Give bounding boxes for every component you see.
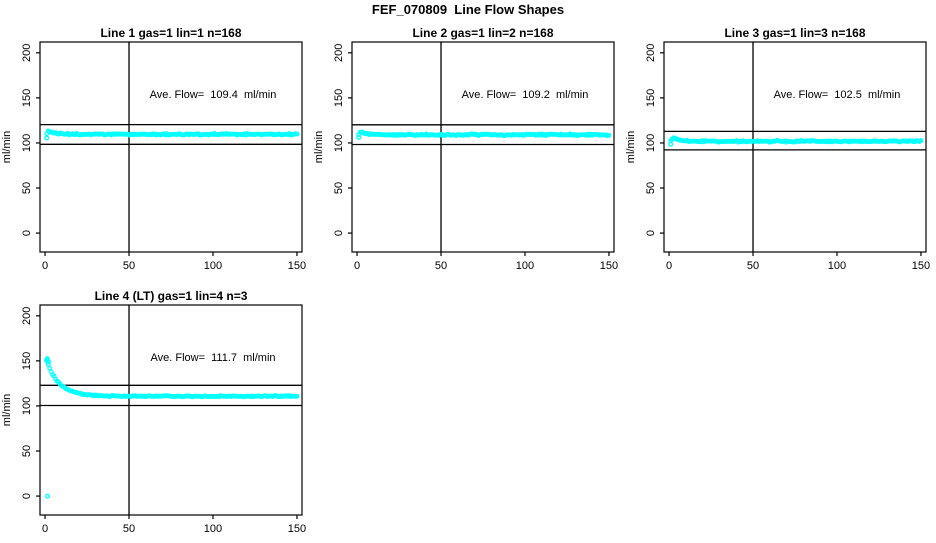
data-point: [918, 138, 924, 143]
avg-flow-annotation: Ave. Flow= 109.2 ml/min: [461, 89, 589, 101]
x-tick-label: 0: [666, 260, 672, 272]
x-tick-label: 50: [123, 260, 135, 272]
flow-plot-line-3: 0 50 100 150 200 0 50 100 150 ml/min: [625, 41, 930, 272]
plot-box: [39, 41, 303, 253]
x-tick-label: 0: [354, 260, 360, 272]
y-tick-label: 150: [21, 352, 33, 370]
y-tick-label: 100: [645, 134, 657, 152]
y-tick-label: 200: [333, 44, 345, 62]
y-axis-label: ml/min: [313, 131, 325, 163]
axes: 0 50 100 150 200 0 50 100 150 ml/min: [625, 44, 930, 272]
y-tick-label: 0: [645, 230, 657, 236]
y-tick-label: 50: [21, 445, 33, 457]
panel-line-4: Line 4 (LT) gas=1 lin=4 n=3 Ave. Flow= 1…: [0, 281, 312, 543]
axes: 0 50 100 150 200 0 50 100 150 ml/min: [313, 44, 618, 272]
x-tick-label: 0: [42, 260, 48, 272]
y-axis-label: ml/min: [625, 131, 637, 163]
data-point: [356, 135, 362, 140]
panel-title: Line 1 gas=1 lin=1 n=168: [100, 26, 242, 40]
data-point: [668, 141, 674, 147]
data-point: [45, 493, 51, 499]
panel-line-3: Line 3 gas=1 lin=3 n=168 Ave. Flow= 102.…: [624, 18, 936, 280]
avg-flow-annotation: Ave. Flow= 111.7 ml/min: [150, 352, 276, 364]
y-tick-label: 200: [645, 44, 657, 62]
x-tick-label: 150: [600, 260, 618, 272]
data-point: [44, 135, 50, 141]
data-points: [668, 135, 924, 147]
reference-lines: [664, 42, 926, 252]
y-tick-label: 50: [645, 182, 657, 194]
reference-lines: [352, 42, 614, 252]
y-tick-label: 50: [21, 182, 33, 194]
flow-plot-line-2: 0 50 100 150 200 0 50 100 150 ml/min: [313, 41, 618, 272]
axes: 0 50 100 150 200 0 50 100 150 ml/min: [1, 44, 306, 272]
y-tick-label: 0: [333, 230, 345, 236]
panel-line-2: Line 2 gas=1 lin=2 n=168 Ave. Flow= 109.…: [312, 18, 624, 280]
y-tick-label: 150: [333, 89, 345, 107]
y-tick-label: 150: [21, 89, 33, 107]
avg-flow-annotation: Ave. Flow= 109.4 ml/min: [149, 89, 277, 101]
data-point: [44, 356, 50, 362]
y-tick-label: 0: [21, 493, 33, 499]
panel-line-1: Line 1 gas=1 lin=1 n=168 Ave. Flow= 109.…: [0, 18, 312, 280]
avg-flow-annotation: Ave. Flow= 102.5 ml/min: [773, 89, 901, 101]
x-tick-label: 50: [435, 260, 447, 272]
x-tick-label: 100: [204, 523, 222, 535]
panel-title: Line 2 gas=1 lin=2 n=168: [412, 26, 554, 40]
reference-lines: [40, 305, 302, 515]
x-tick-label: 50: [123, 523, 135, 535]
x-tick-label: 150: [912, 260, 930, 272]
y-tick-label: 100: [21, 134, 33, 152]
y-axis-label: ml/min: [1, 131, 13, 163]
reference-lines: [40, 42, 302, 252]
flow-plot-line-4: 0 50 100 150 200 0 50 100 150 ml/min: [1, 304, 306, 535]
x-tick-label: 150: [288, 523, 306, 535]
y-tick-label: 200: [21, 44, 33, 62]
data-points: [356, 129, 612, 140]
y-axis-label: ml/min: [1, 394, 13, 426]
data-point: [294, 131, 300, 137]
plot-box: [663, 41, 927, 253]
panel-title: Line 3 gas=1 lin=3 n=168: [724, 26, 866, 40]
panel-title: Line 4 (LT) gas=1 lin=4 n=3: [94, 289, 248, 303]
x-tick-label: 100: [204, 260, 222, 272]
data-point: [294, 393, 300, 399]
flow-plot-line-1: 0 50 100 150 200 0 50 100 150 ml/min: [1, 41, 306, 272]
y-tick-label: 100: [21, 397, 33, 415]
axes: 0 50 100 150 200 0 50 100 150 ml/min: [1, 307, 306, 535]
y-tick-label: 50: [333, 182, 345, 194]
data-points: [44, 128, 300, 141]
plot-box: [39, 304, 303, 516]
y-tick-label: 0: [21, 230, 33, 236]
data-point: [606, 132, 612, 138]
data-points: [44, 356, 300, 499]
x-tick-label: 0: [42, 523, 48, 535]
x-tick-label: 100: [516, 260, 534, 272]
page-title: FEF_070809 Line Flow Shapes: [371, 2, 565, 17]
y-tick-label: 150: [645, 89, 657, 107]
x-tick-label: 50: [747, 260, 759, 272]
x-tick-label: 100: [828, 260, 846, 272]
plot-box: [351, 41, 615, 253]
y-tick-label: 100: [333, 134, 345, 152]
x-tick-label: 150: [288, 260, 306, 272]
y-tick-label: 200: [21, 307, 33, 325]
